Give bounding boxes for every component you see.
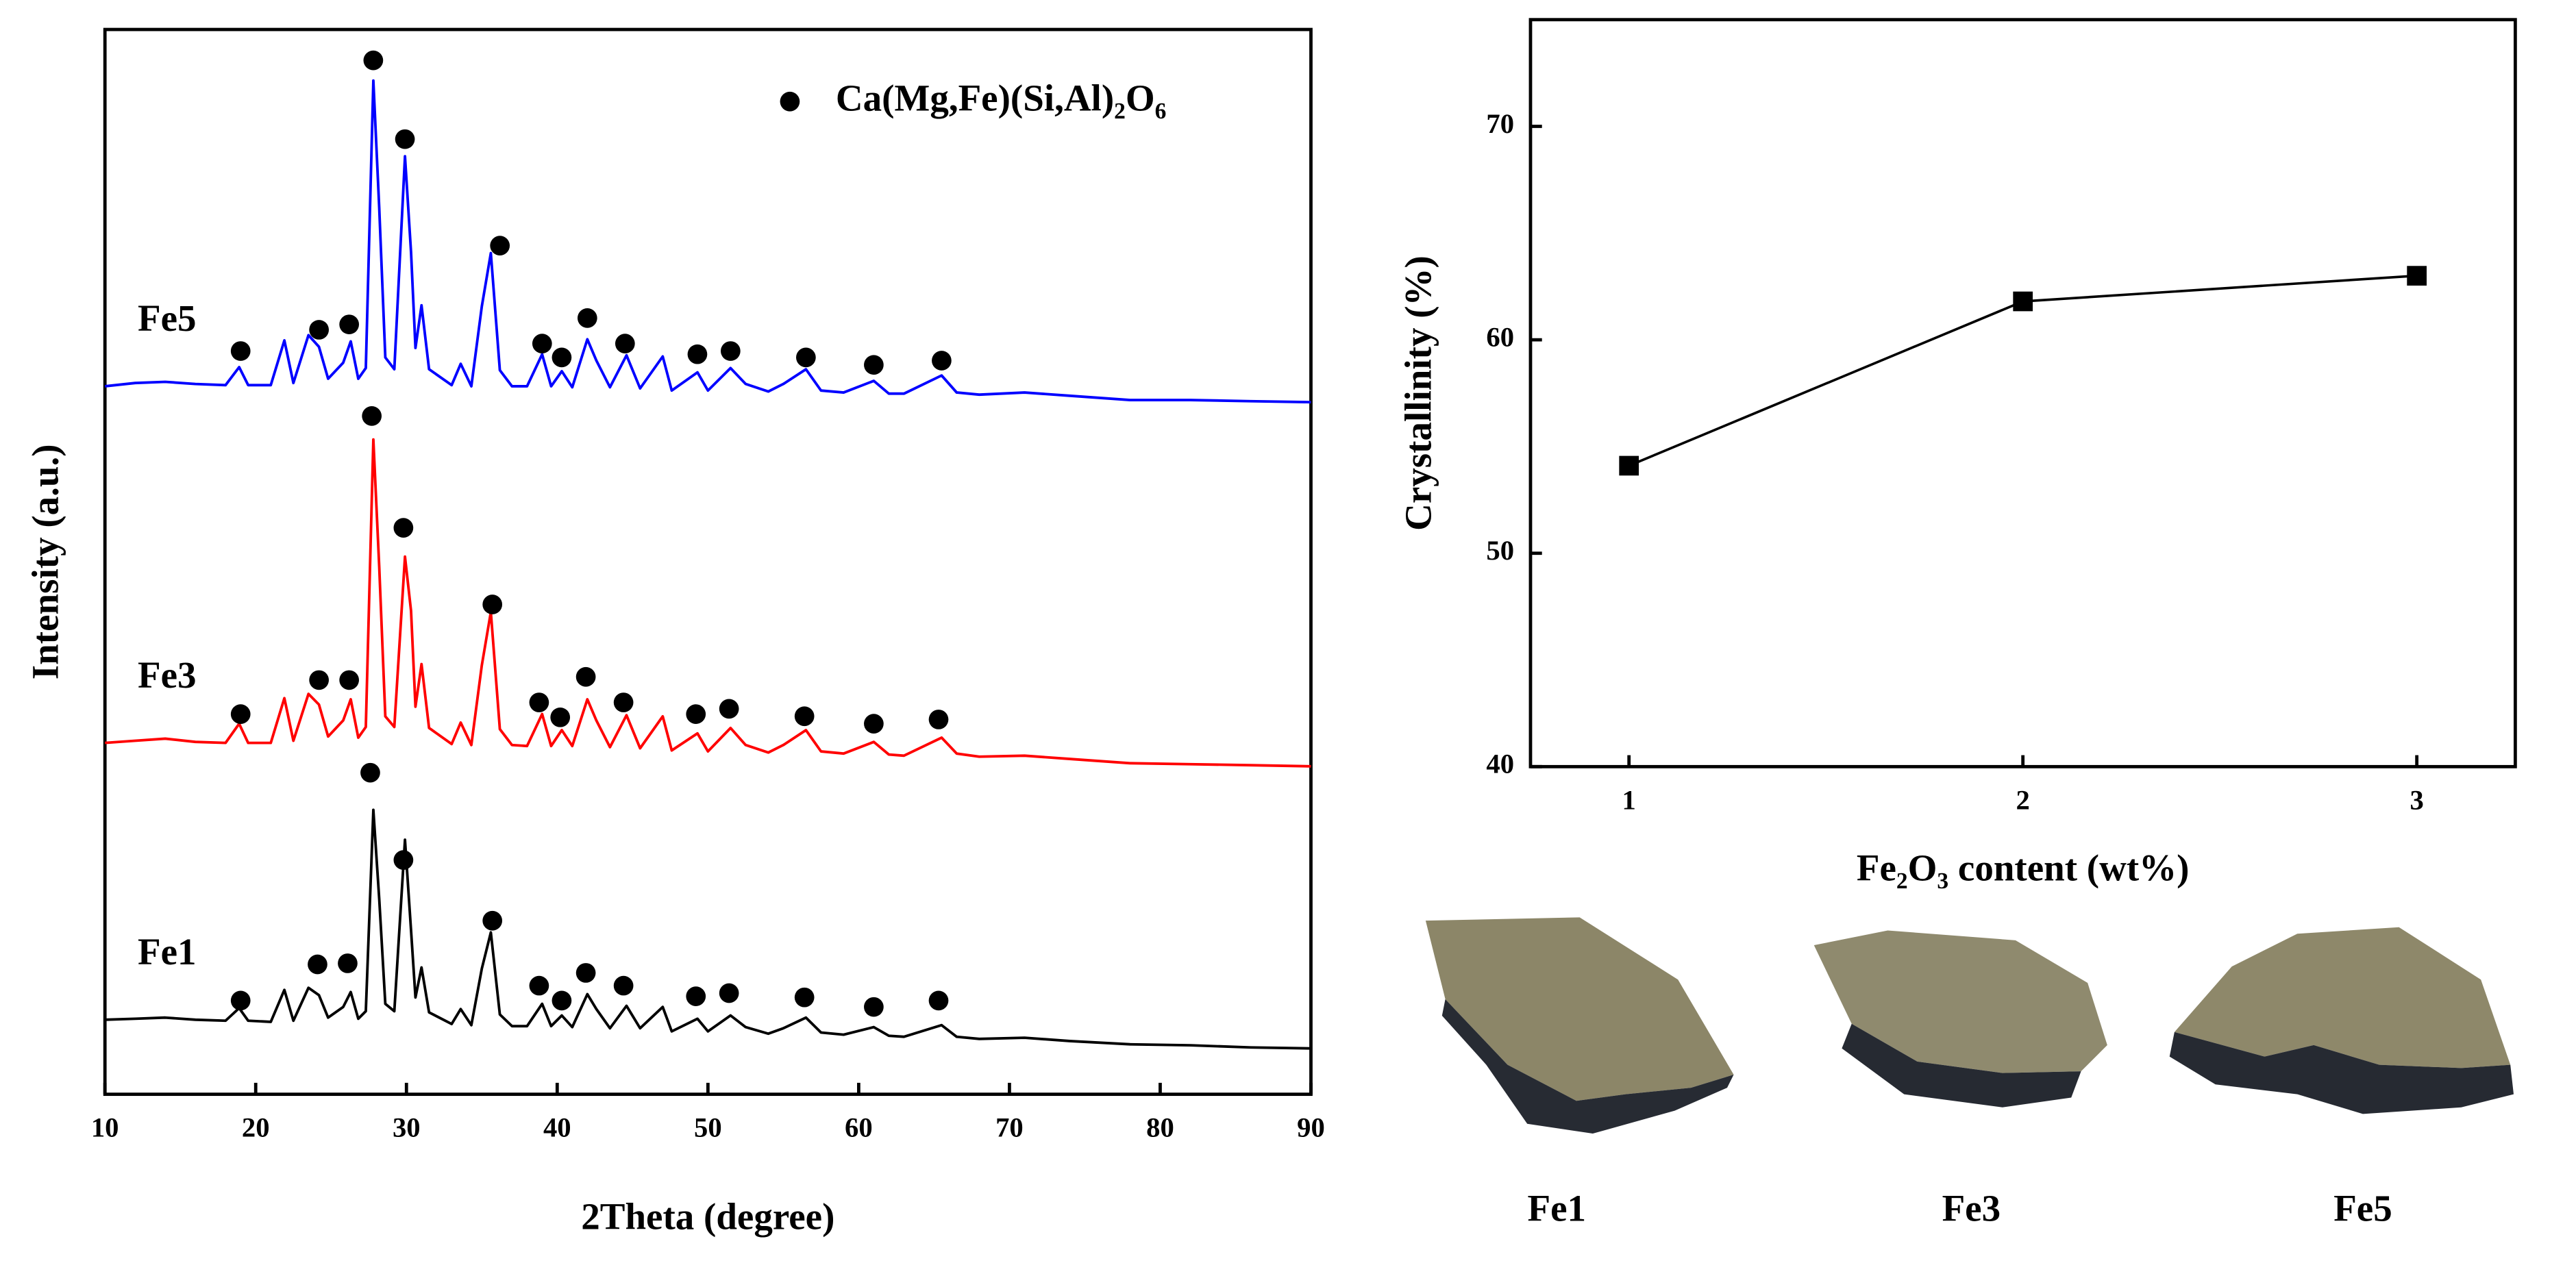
phase-marker [864, 997, 884, 1017]
x-tick-label: 40 [543, 1112, 571, 1143]
phase-marker [532, 334, 552, 354]
x-tick-label: 1 [1622, 784, 1636, 815]
x-tick-label: 70 [995, 1112, 1024, 1143]
y-tick-label: 70 [1486, 108, 1514, 139]
legend-marker [780, 91, 800, 112]
phase-marker [794, 706, 815, 727]
series-label: Fe5 [138, 297, 197, 339]
phase-marker [719, 983, 739, 1003]
phase-marker [575, 963, 596, 983]
phase-marker [864, 714, 884, 734]
phase-marker [577, 308, 597, 328]
x-tick-label: 60 [845, 1112, 873, 1143]
label-part: O [1126, 77, 1155, 118]
subscript: 2 [1114, 99, 1126, 124]
phase-marker [552, 990, 572, 1011]
label-part: O [1908, 847, 1937, 888]
phase-marker [230, 341, 251, 361]
phase-marker [615, 334, 635, 354]
label-part: content (wt%) [1948, 847, 2189, 888]
phase-marker [363, 50, 384, 71]
phase-marker [575, 666, 596, 687]
data-point [1619, 455, 1639, 476]
phase-marker [720, 341, 741, 361]
phase-marker [339, 670, 360, 690]
phase-marker [864, 355, 884, 375]
phase-marker [395, 129, 415, 149]
y-tick-label: 50 [1486, 535, 1514, 566]
y-axis-title: Intensity (a.u.) [25, 444, 66, 679]
series-label: Fe3 [138, 654, 197, 696]
phase-marker [932, 351, 952, 371]
phase-marker [687, 344, 708, 364]
xrd-curve [105, 438, 1311, 768]
x-axis-title: Fe2O3 content (wt%) [1857, 847, 2190, 894]
phase-marker [393, 850, 414, 870]
phase-marker [339, 314, 360, 335]
xrd-curve [104, 79, 1311, 404]
phase-marker [552, 347, 572, 368]
phase-marker [360, 762, 380, 783]
phase-marker [230, 704, 251, 725]
legend-label: Ca(Mg,Fe)(Si,Al)2O6 [836, 77, 1167, 124]
phase-marker [613, 975, 634, 996]
subscript: 2 [1896, 868, 1908, 894]
sample-label: Fe1 [1527, 1187, 1586, 1229]
plot-frame [103, 27, 1313, 1097]
x-tick-label: 50 [694, 1112, 722, 1143]
y-tick-label: 40 [1486, 749, 1514, 779]
sample-photo [1813, 930, 2107, 1108]
sample-label: Fe3 [1942, 1187, 2001, 1229]
phase-marker [308, 954, 327, 975]
sample-photo [1425, 917, 1734, 1134]
phase-marker [928, 710, 949, 729]
x-tick-label: 20 [242, 1112, 270, 1143]
phase-marker [613, 692, 634, 712]
phase-marker [482, 910, 503, 931]
phase-marker [230, 990, 251, 1011]
phase-marker [794, 987, 815, 1008]
label-part: Fe [1857, 847, 1896, 888]
subscript: 3 [1937, 868, 1948, 894]
phase-marker [529, 975, 549, 996]
x-tick-label: 90 [1297, 1112, 1325, 1143]
phase-marker [309, 320, 329, 340]
phase-marker [309, 670, 329, 690]
phase-marker [550, 707, 571, 727]
phase-marker [796, 347, 816, 368]
series-label: Fe1 [138, 931, 197, 973]
x-tick-label: 80 [1146, 1112, 1174, 1143]
phase-marker [928, 990, 949, 1011]
phase-marker [393, 518, 414, 538]
phase-marker [529, 692, 549, 712]
x-tick-label: 2 [2016, 784, 2030, 815]
sample-photo [2169, 927, 2514, 1114]
label-part: Ca(Mg,Fe)(Si,Al) [836, 77, 1114, 118]
phase-marker [686, 986, 706, 1006]
phase-marker [362, 406, 382, 426]
sample-label: Fe5 [2333, 1187, 2392, 1229]
subscript: 6 [1155, 99, 1167, 124]
x-tick-label: 3 [2410, 784, 2423, 815]
y-axis-title: Crystallinity (%) [1398, 255, 1439, 531]
y-tick-label: 60 [1486, 321, 1514, 352]
phase-marker [482, 595, 503, 614]
x-tick-label: 10 [91, 1112, 119, 1143]
x-tick-label: 30 [393, 1112, 421, 1143]
xrd-curve [105, 808, 1311, 1050]
data-point [2407, 266, 2427, 286]
phase-marker [490, 236, 510, 255]
phase-marker [338, 953, 358, 973]
phase-marker [686, 704, 706, 725]
x-axis-title: 2Theta (degree) [581, 1195, 834, 1237]
phase-marker [719, 699, 739, 719]
plot-frame [1528, 18, 2517, 768]
data-point [2013, 291, 2033, 312]
